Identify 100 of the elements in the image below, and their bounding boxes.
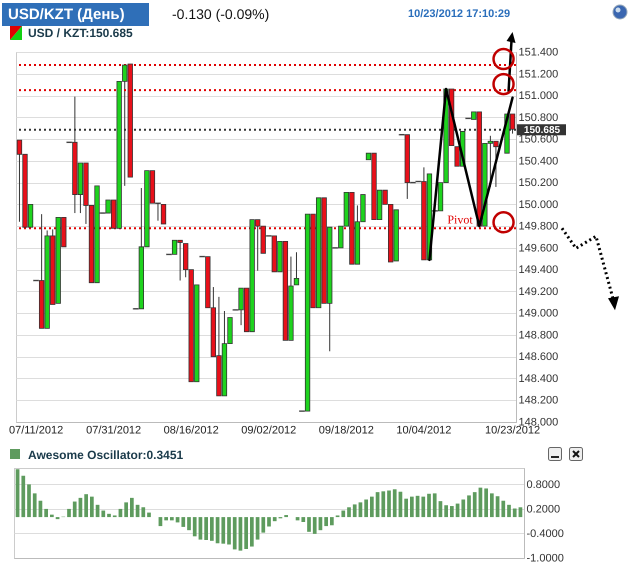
bar <box>118 508 122 518</box>
ref-line-label: 150.685 <box>524 124 561 136</box>
y-tick-label: 150.400 <box>518 155 558 168</box>
bar <box>101 510 106 518</box>
bar <box>232 517 237 550</box>
bar <box>204 517 208 540</box>
bar <box>136 504 140 518</box>
bar <box>158 517 162 526</box>
bar <box>198 517 202 540</box>
bar <box>238 517 242 551</box>
bar <box>467 495 471 518</box>
bar <box>324 517 328 526</box>
bar <box>404 498 408 518</box>
bar <box>296 517 300 520</box>
bar <box>472 492 477 518</box>
line-series <box>428 88 514 262</box>
bar <box>244 517 248 549</box>
bar <box>176 517 180 522</box>
bar <box>507 504 511 518</box>
bar <box>376 492 380 518</box>
y-tick-label: 151.200 <box>518 68 558 80</box>
y-tick-label: 150.600 <box>518 134 558 146</box>
chart-subtitle: USD / KZT:150.685 <box>28 26 133 40</box>
bar <box>341 510 346 518</box>
bar <box>301 517 306 522</box>
x-tick-label: 09/02/2012 <box>241 424 296 436</box>
bar <box>170 517 174 520</box>
bar <box>512 508 517 518</box>
x-tick-label: 07/11/2012 <box>8 424 64 436</box>
y-tick-label: 149.200 <box>518 286 558 298</box>
x-tick-label: 07/31/2012 <box>86 424 142 436</box>
bar <box>347 507 351 518</box>
y-tick-label: 0.8000 <box>526 478 560 491</box>
y-tick-label: 148.400 <box>518 372 558 385</box>
bar <box>410 496 414 518</box>
bar <box>67 508 71 518</box>
bar <box>78 498 82 518</box>
bar <box>72 502 77 518</box>
bar <box>370 496 374 518</box>
bar <box>50 514 54 518</box>
bar <box>192 517 197 536</box>
y-tick-label: 150.800 <box>518 112 558 124</box>
bar <box>490 493 494 518</box>
y-tick-label: 148.800 <box>518 329 558 342</box>
bar <box>272 517 277 522</box>
bar <box>44 508 48 518</box>
ref-line-label: Pivot <box>447 212 474 226</box>
bar <box>307 517 311 532</box>
candlestick <box>160 204 166 224</box>
x-tick-label: 09/18/2012 <box>318 424 374 436</box>
bar <box>124 502 128 518</box>
bar <box>496 496 500 518</box>
y-tick-label: 150.200 <box>518 177 558 190</box>
bar <box>421 496 426 518</box>
bar <box>444 505 448 518</box>
candlestick <box>294 252 300 286</box>
bar <box>147 512 151 518</box>
bar <box>312 517 317 534</box>
bar <box>261 517 266 533</box>
bar <box>330 517 334 526</box>
y-tick-label: -0.4000 <box>526 528 564 540</box>
x-tick-label: 08/16/2012 <box>164 424 219 436</box>
bar <box>398 492 402 518</box>
bar <box>38 500 42 518</box>
bar <box>484 488 488 518</box>
bar <box>456 504 460 518</box>
bar <box>256 517 260 540</box>
bar <box>164 517 168 520</box>
bar <box>221 517 226 544</box>
bar <box>501 500 506 518</box>
bar <box>107 514 111 518</box>
bar <box>478 488 482 518</box>
bar <box>387 490 391 518</box>
chart-title: Awesome Oscillator:0.3451 <box>28 448 184 462</box>
bar <box>21 476 26 518</box>
text: 10/23/2012 17:10:29 <box>408 8 510 20</box>
y-tick-label: 148.600 <box>518 351 558 364</box>
bar <box>461 500 466 518</box>
bar <box>438 501 442 518</box>
bar <box>90 496 94 518</box>
bar <box>427 494 431 518</box>
bar <box>352 504 357 518</box>
bar <box>32 493 37 518</box>
bar <box>84 494 88 518</box>
y-tick-label: 151.000 <box>518 90 558 102</box>
bar <box>227 517 231 544</box>
y-tick-label: -1.0000 <box>526 552 564 564</box>
bar <box>250 517 254 547</box>
bar <box>181 517 186 527</box>
bar <box>27 484 31 518</box>
bar <box>392 489 397 518</box>
bar <box>358 502 362 518</box>
text: -0.130 (-0.09%) <box>172 6 270 22</box>
bar <box>518 507 522 518</box>
bar <box>267 517 271 526</box>
bar <box>432 493 437 518</box>
bar <box>381 491 386 518</box>
y-tick-label: 151.400 <box>518 46 558 58</box>
bar <box>364 500 368 518</box>
bar <box>141 507 146 518</box>
